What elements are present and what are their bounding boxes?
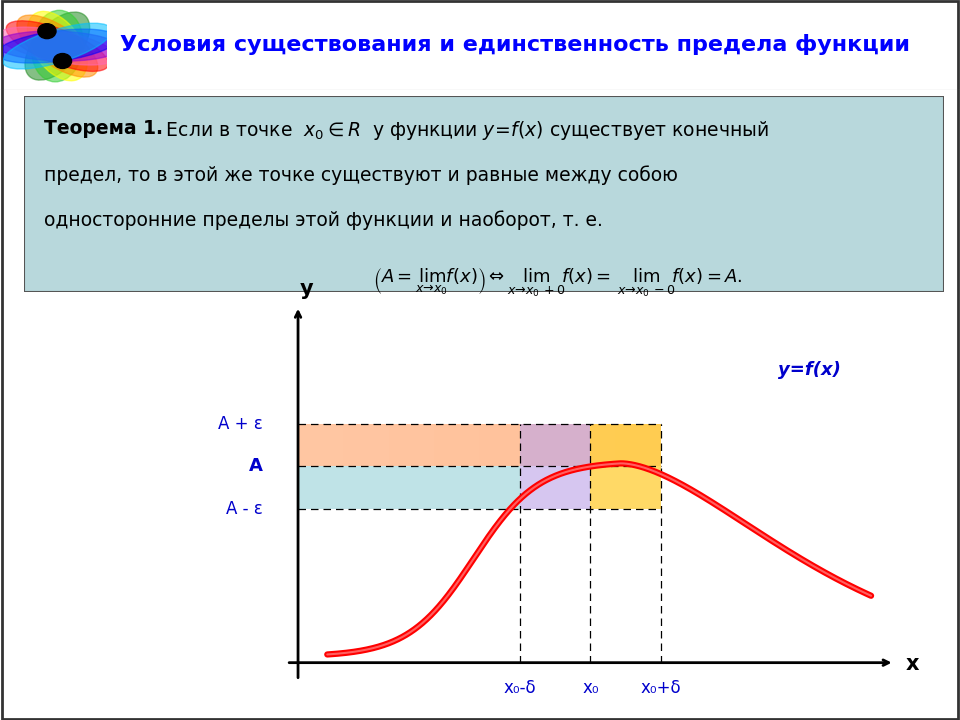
Ellipse shape (17, 15, 98, 77)
Text: x₀: x₀ (582, 679, 599, 697)
Text: x₀-δ: x₀-δ (504, 679, 537, 697)
Text: A: A (249, 457, 263, 475)
Bar (434, 423, 479, 467)
Ellipse shape (6, 21, 108, 71)
Bar (344, 423, 389, 467)
Text: предел, то в этой же точке существуют и равные между собою: предел, то в этой же точке существуют и … (44, 166, 678, 185)
Text: x₀+δ: x₀+δ (640, 679, 681, 697)
Text: односторонние пределы этой функции и наоборот, т. е.: односторонние пределы этой функции и нао… (44, 210, 603, 230)
Ellipse shape (27, 12, 87, 81)
Ellipse shape (0, 29, 118, 63)
Bar (389, 423, 434, 467)
Ellipse shape (0, 31, 119, 61)
Bar (570, 423, 615, 467)
Bar (298, 423, 344, 467)
Text: Если в точке  $x_0 \in R$  у функции $y\!=\!f(x)$ существует конечный: Если в точке $x_0 \in R$ у функции $y\!=… (160, 120, 769, 143)
Ellipse shape (0, 27, 116, 65)
Bar (590, 423, 660, 509)
Bar (298, 467, 520, 509)
Text: $\left( A = \lim_{x \to x_0}\! f(x) \right) \Leftrightarrow\lim_{x \to x_0+0}\! : $\left( A = \lim_{x \to x_0}\! f(x) \rig… (373, 266, 743, 299)
Bar (520, 423, 590, 509)
Text: x: x (906, 654, 920, 675)
Bar (615, 423, 660, 467)
Bar (298, 423, 660, 467)
Text: y: y (300, 279, 314, 299)
Text: Теорема 1.: Теорема 1. (44, 120, 163, 138)
Ellipse shape (32, 10, 84, 82)
Text: A - ε: A - ε (227, 500, 263, 518)
Ellipse shape (3, 23, 111, 69)
Text: Условия существования и единственность предела функции: Условия существования и единственность п… (120, 34, 910, 55)
Ellipse shape (54, 53, 72, 68)
Ellipse shape (37, 24, 56, 39)
Bar (479, 423, 524, 467)
Text: y=f(x): y=f(x) (778, 361, 840, 379)
Ellipse shape (25, 12, 89, 80)
Text: A + ε: A + ε (218, 415, 263, 433)
Bar (524, 423, 570, 467)
